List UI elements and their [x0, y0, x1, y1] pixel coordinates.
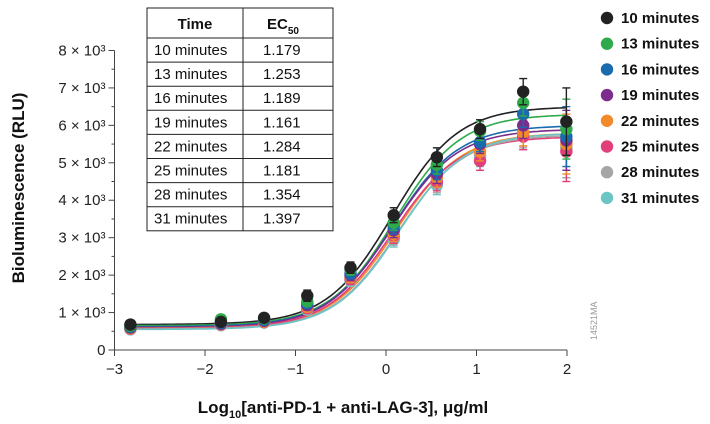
data-point	[560, 115, 573, 128]
x-tick-label: 2	[563, 361, 571, 378]
axes: −3 −2 −1 0 1 2 0 1 × 10³ 2 × 10³ 3 × 10³ 4 × 10³ 5 …	[58, 42, 571, 378]
legend-marker	[600, 63, 614, 76]
y-tick-label: 8 × 10³	[58, 42, 105, 59]
table-cell-time: 16 minutes	[154, 90, 227, 107]
y-tick-label: 4 × 10³	[58, 192, 105, 209]
table-cell-time: 10 minutes	[154, 42, 227, 59]
watermark: 14521MA	[589, 301, 599, 340]
table-cell-ec50: 1.354	[263, 187, 301, 204]
fit-curve-31-minutes	[129, 133, 568, 331]
legend-marker	[600, 11, 614, 25]
legend-label: 28 minutes	[621, 164, 699, 181]
legend-label: 10 minutes	[621, 10, 699, 27]
x-tick-label: 1	[472, 361, 480, 378]
data-point	[214, 315, 228, 329]
table-cell-ec50: 1.189	[263, 90, 301, 107]
legend-marker	[600, 88, 614, 102]
table-cell-ec50: 1.161	[263, 114, 301, 131]
data-point	[387, 209, 400, 222]
data-point	[124, 318, 137, 331]
legend-item: 16 minutes	[600, 61, 699, 78]
data-point	[344, 261, 357, 274]
table-frame	[146, 7, 334, 232]
legend: 10 minutes 13 minutes 16 minutes 19 minutes…	[600, 10, 699, 207]
x-axis-title: Log10[anti-PD-1 + anti-LAG-3], μg/ml	[198, 398, 488, 421]
x-tick-label: −2	[196, 361, 213, 378]
legend-marker	[600, 140, 614, 153]
table-cell-time: 25 minutes	[154, 163, 227, 180]
legend-label: 22 minutes	[621, 113, 699, 130]
table-cell-time: 31 minutes	[154, 211, 227, 228]
y-tick-label: 6 × 10³	[58, 117, 105, 134]
legend-marker	[600, 166, 614, 179]
legend-marker	[600, 114, 614, 128]
legend-marker	[600, 191, 614, 205]
legend-label: 31 minutes	[621, 190, 699, 207]
ec50-table: Time EC50 10 minutes 1.179 13 minutes 1.253 16…	[146, 7, 334, 232]
table-cell-time: 13 minutes	[154, 66, 227, 83]
legend-label: 19 minutes	[621, 87, 699, 104]
legend-label: 13 minutes	[621, 36, 699, 53]
legend-item: 10 minutes	[600, 10, 699, 27]
data-point	[430, 150, 444, 164]
y-tick-label: 0	[97, 342, 105, 359]
table-header-ec50: EC50	[267, 16, 299, 37]
legend-label: 16 minutes	[621, 61, 699, 78]
x-tick-label: −3	[106, 361, 123, 378]
legend-label: 25 minutes	[621, 139, 699, 156]
y-tick-label: 2 × 10³	[58, 267, 105, 284]
y-tick-label: 5 × 10³	[58, 155, 105, 172]
data-points	[124, 77, 573, 336]
table-cell-ec50: 1.181	[263, 163, 301, 180]
y-tick-label: 3 × 10³	[58, 230, 105, 247]
x-tick-label: −1	[287, 361, 304, 378]
table-cell-ec50: 1.253	[263, 66, 301, 83]
y-tick-label: 1 × 10³	[58, 305, 105, 322]
table-cell-time: 19 minutes	[154, 114, 227, 131]
data-point	[516, 85, 530, 98]
legend-item: 19 minutes	[600, 87, 699, 104]
legend-item: 13 minutes	[600, 36, 699, 53]
series-10-minutes	[124, 77, 573, 331]
table-cell-time: 22 minutes	[154, 138, 227, 155]
data-point	[257, 311, 271, 325]
legend-marker	[600, 37, 614, 50]
table-cell-ec50: 1.179	[263, 42, 301, 59]
y-tick-label: 7 × 10³	[58, 80, 105, 97]
data-point	[301, 289, 314, 302]
table-cell-time: 28 minutes	[154, 187, 227, 204]
y-axis-title: Bioluminescence (RLU)	[9, 93, 28, 284]
table-cell-ec50: 1.397	[263, 211, 301, 228]
table-header-time: Time	[178, 16, 213, 33]
table-cell-ec50: 1.284	[263, 138, 301, 155]
x-tick-label: 0	[382, 361, 390, 378]
legend-item: 25 minutes	[600, 139, 699, 156]
data-point	[473, 122, 487, 136]
legend-item: 28 minutes	[600, 164, 699, 181]
legend-item: 31 minutes	[600, 190, 699, 207]
legend-item: 22 minutes	[600, 113, 699, 130]
